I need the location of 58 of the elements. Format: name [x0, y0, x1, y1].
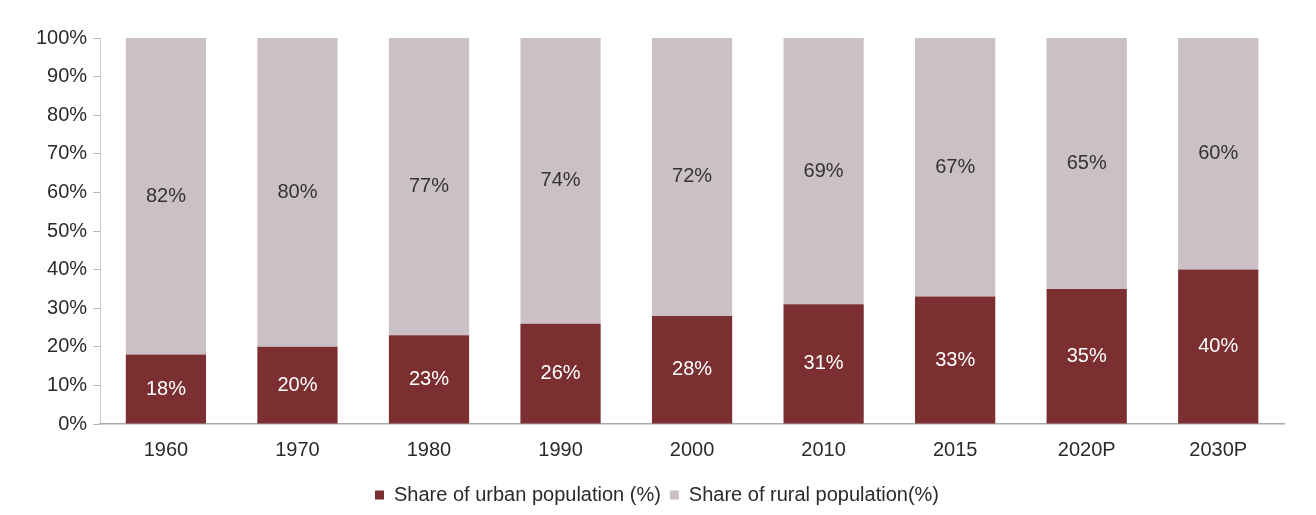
bar [783, 38, 864, 305]
bar [388, 38, 470, 336]
x-tick-label: 1970 [275, 437, 320, 460]
x-tick-label: 1990 [538, 437, 583, 460]
bar [783, 304, 864, 424]
bar [1046, 38, 1127, 289]
bar [651, 38, 733, 316]
bar [915, 38, 996, 297]
data-label: 69% [803, 158, 844, 181]
x-tick-label: 2030P [1189, 437, 1248, 460]
bar [388, 335, 470, 424]
data-label: 28% [672, 357, 713, 380]
bar [520, 38, 601, 324]
bar [125, 354, 207, 424]
data-label: 82% [145, 183, 187, 206]
data-label: 67% [935, 154, 976, 177]
y-tick-label: 20% [47, 334, 88, 357]
data-label: 80% [277, 179, 318, 202]
data-label: 72% [672, 164, 713, 187]
x-tick-label: 1960 [143, 437, 189, 460]
data-label: 77% [408, 174, 450, 197]
y-tick-label: 40% [47, 257, 88, 280]
bar [1178, 38, 1259, 270]
legend-label: Share of rural population(%) [688, 482, 939, 505]
data-label: 33% [935, 347, 976, 370]
data-label: 18% [145, 376, 187, 399]
y-tick-label: 100% [36, 25, 88, 48]
x-tick-label: 1980 [406, 437, 452, 460]
data-label: 23% [408, 366, 450, 389]
legend-label: Share of urban population (%) [394, 482, 661, 505]
y-tick-label: 90% [47, 64, 88, 87]
bar [257, 38, 338, 347]
y-tick-label: 50% [47, 218, 88, 241]
bar [651, 315, 733, 424]
y-tick-label: 0% [58, 411, 88, 434]
x-tick-label: 2000 [669, 437, 715, 460]
x-tick-label: 2015 [932, 437, 978, 460]
data-label: 20% [277, 372, 318, 395]
data-label: 65% [1066, 150, 1107, 173]
y-tick-label: 10% [47, 372, 88, 395]
x-tick-label: 2010 [801, 437, 846, 460]
y-tick-label: 60% [47, 179, 88, 202]
data-label: 31% [803, 351, 844, 374]
bar [257, 346, 338, 424]
bar [1046, 288, 1127, 424]
data-label: 35% [1066, 343, 1107, 366]
data-label: 26% [540, 361, 581, 384]
data-label: 40% [1198, 334, 1239, 357]
bar [125, 38, 207, 355]
data-label: 74% [540, 168, 581, 191]
y-tick-label: 80% [47, 102, 88, 125]
bar [915, 296, 996, 424]
x-tick-label: 2020P [1057, 437, 1116, 460]
bar [1178, 269, 1259, 424]
y-tick-label: 30% [47, 295, 88, 318]
bar [520, 323, 601, 424]
y-tick-label: 70% [47, 141, 88, 164]
data-label: 60% [1198, 141, 1239, 164]
